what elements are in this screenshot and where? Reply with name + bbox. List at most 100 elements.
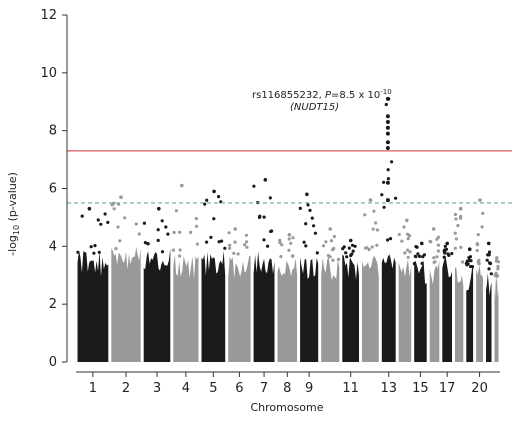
chr-18-peak-point: [458, 206, 463, 211]
chr-6-point: [244, 233, 248, 237]
chr-4-point: [178, 254, 182, 258]
chr-10-point: [321, 244, 326, 248]
chr-1-peak-point: [87, 206, 92, 211]
chr-5-point: [209, 235, 213, 239]
y-tick-label: 10: [40, 66, 57, 81]
chr-1-point: [99, 222, 103, 226]
y-tick-label: 12: [40, 8, 57, 23]
chromosome-strips: [77, 247, 499, 362]
chr-18-point: [456, 224, 460, 228]
chromosome-strip-18: [455, 267, 464, 362]
chr-21-point: [489, 272, 493, 276]
chr-1-point: [103, 212, 107, 216]
x-axis-title: Chromosome: [250, 401, 323, 414]
chr-18-point: [454, 217, 458, 221]
chr-21-point: [488, 261, 492, 265]
chr-17-point: [450, 252, 454, 256]
chr-17-peak-point: [445, 241, 450, 246]
chromosome-strip-16: [429, 260, 440, 362]
chr-11-point: [347, 246, 351, 250]
chr-4-point: [194, 217, 198, 221]
chr-4-point: [195, 242, 199, 246]
x-tick-label: 4: [182, 381, 190, 396]
chr-1-point: [89, 245, 93, 249]
chr-20-point: [477, 262, 481, 266]
chr-2-point: [116, 225, 120, 229]
chr-20-point: [475, 242, 479, 246]
x-tick-label: 9: [305, 381, 313, 396]
chr-3-point: [142, 221, 146, 225]
chr-20-point: [480, 225, 484, 229]
chr-13-point: [394, 196, 398, 200]
threshold-lines: [67, 150, 512, 204]
chr-21-point: [485, 258, 489, 262]
chr-21-point: [487, 267, 491, 271]
chr-3-point: [156, 238, 160, 242]
chr-16-point: [435, 255, 439, 259]
chr-20-peak-point: [478, 198, 482, 202]
y-tick-label: 0: [49, 355, 57, 370]
chr-5-peak-point: [212, 189, 216, 194]
chr-7-point: [262, 215, 266, 219]
chr-18-point: [461, 260, 465, 264]
chr-1-point: [106, 220, 110, 224]
chr-14-point: [408, 250, 412, 254]
chr-11-point: [353, 244, 357, 248]
chr-10-point: [329, 239, 334, 243]
chr-6-point: [228, 243, 232, 247]
chr-2-point: [112, 207, 116, 211]
chr-22-point: [495, 274, 499, 279]
chromosome-strip-5: [201, 250, 226, 362]
chr-3-peak-point: [157, 206, 161, 211]
chr-3-point: [156, 228, 160, 232]
chr-10-point: [331, 258, 335, 262]
chr-4-point: [178, 230, 182, 234]
x-tick-label: 13: [380, 381, 397, 396]
chr-19-point: [464, 261, 468, 265]
chr-22-peak-point: [495, 256, 499, 260]
chr-17-point: [443, 244, 447, 248]
y-tick-label: 4: [49, 239, 57, 254]
chr-13-point: [390, 160, 394, 164]
x-tick-label: 11: [342, 381, 359, 396]
chr-2-peak-point: [119, 195, 123, 199]
chr-21-point: [487, 250, 492, 254]
chr-9-point: [304, 222, 308, 226]
chr-5-point: [217, 240, 221, 244]
chr-2-point: [123, 216, 127, 220]
chr-11-point: [342, 245, 346, 249]
chr-8-point: [280, 243, 284, 247]
chr-1-point: [80, 214, 84, 218]
chr-6-point: [233, 240, 237, 244]
chromosome-strip-19: [466, 265, 474, 362]
chr-16-point: [433, 260, 437, 264]
chr-1-point: [97, 250, 101, 254]
chr-3-point: [160, 250, 165, 254]
chr-8-peak-point: [287, 233, 292, 237]
chr-7-peak-point: [263, 178, 268, 182]
chromosome-strip-3: [143, 248, 171, 362]
chr-7-point: [262, 238, 266, 242]
chromosome-strip-10: [321, 256, 340, 362]
chr-3-point: [164, 225, 168, 229]
chr-3-point: [166, 232, 170, 236]
chr-9-point: [310, 216, 314, 220]
chr-7-point: [252, 184, 256, 188]
lead-signal-point: [385, 146, 390, 150]
chr-16-point: [436, 249, 440, 253]
x-tick-label: 6: [235, 381, 243, 396]
chr-2-point: [134, 222, 138, 226]
chr-22-point: [494, 271, 498, 275]
chr-8-point: [279, 255, 283, 259]
chr-18-point: [453, 246, 457, 250]
chr-9-point: [315, 251, 319, 255]
chr-2-point: [114, 247, 118, 251]
chr-13-point: [388, 237, 393, 241]
chr-8-point: [289, 241, 293, 245]
chr-2-point: [112, 201, 116, 205]
chr-13-point: [384, 102, 388, 107]
chr-9-point: [302, 240, 306, 244]
lead-signal-point: [385, 96, 390, 101]
chr-16-point: [436, 243, 440, 247]
